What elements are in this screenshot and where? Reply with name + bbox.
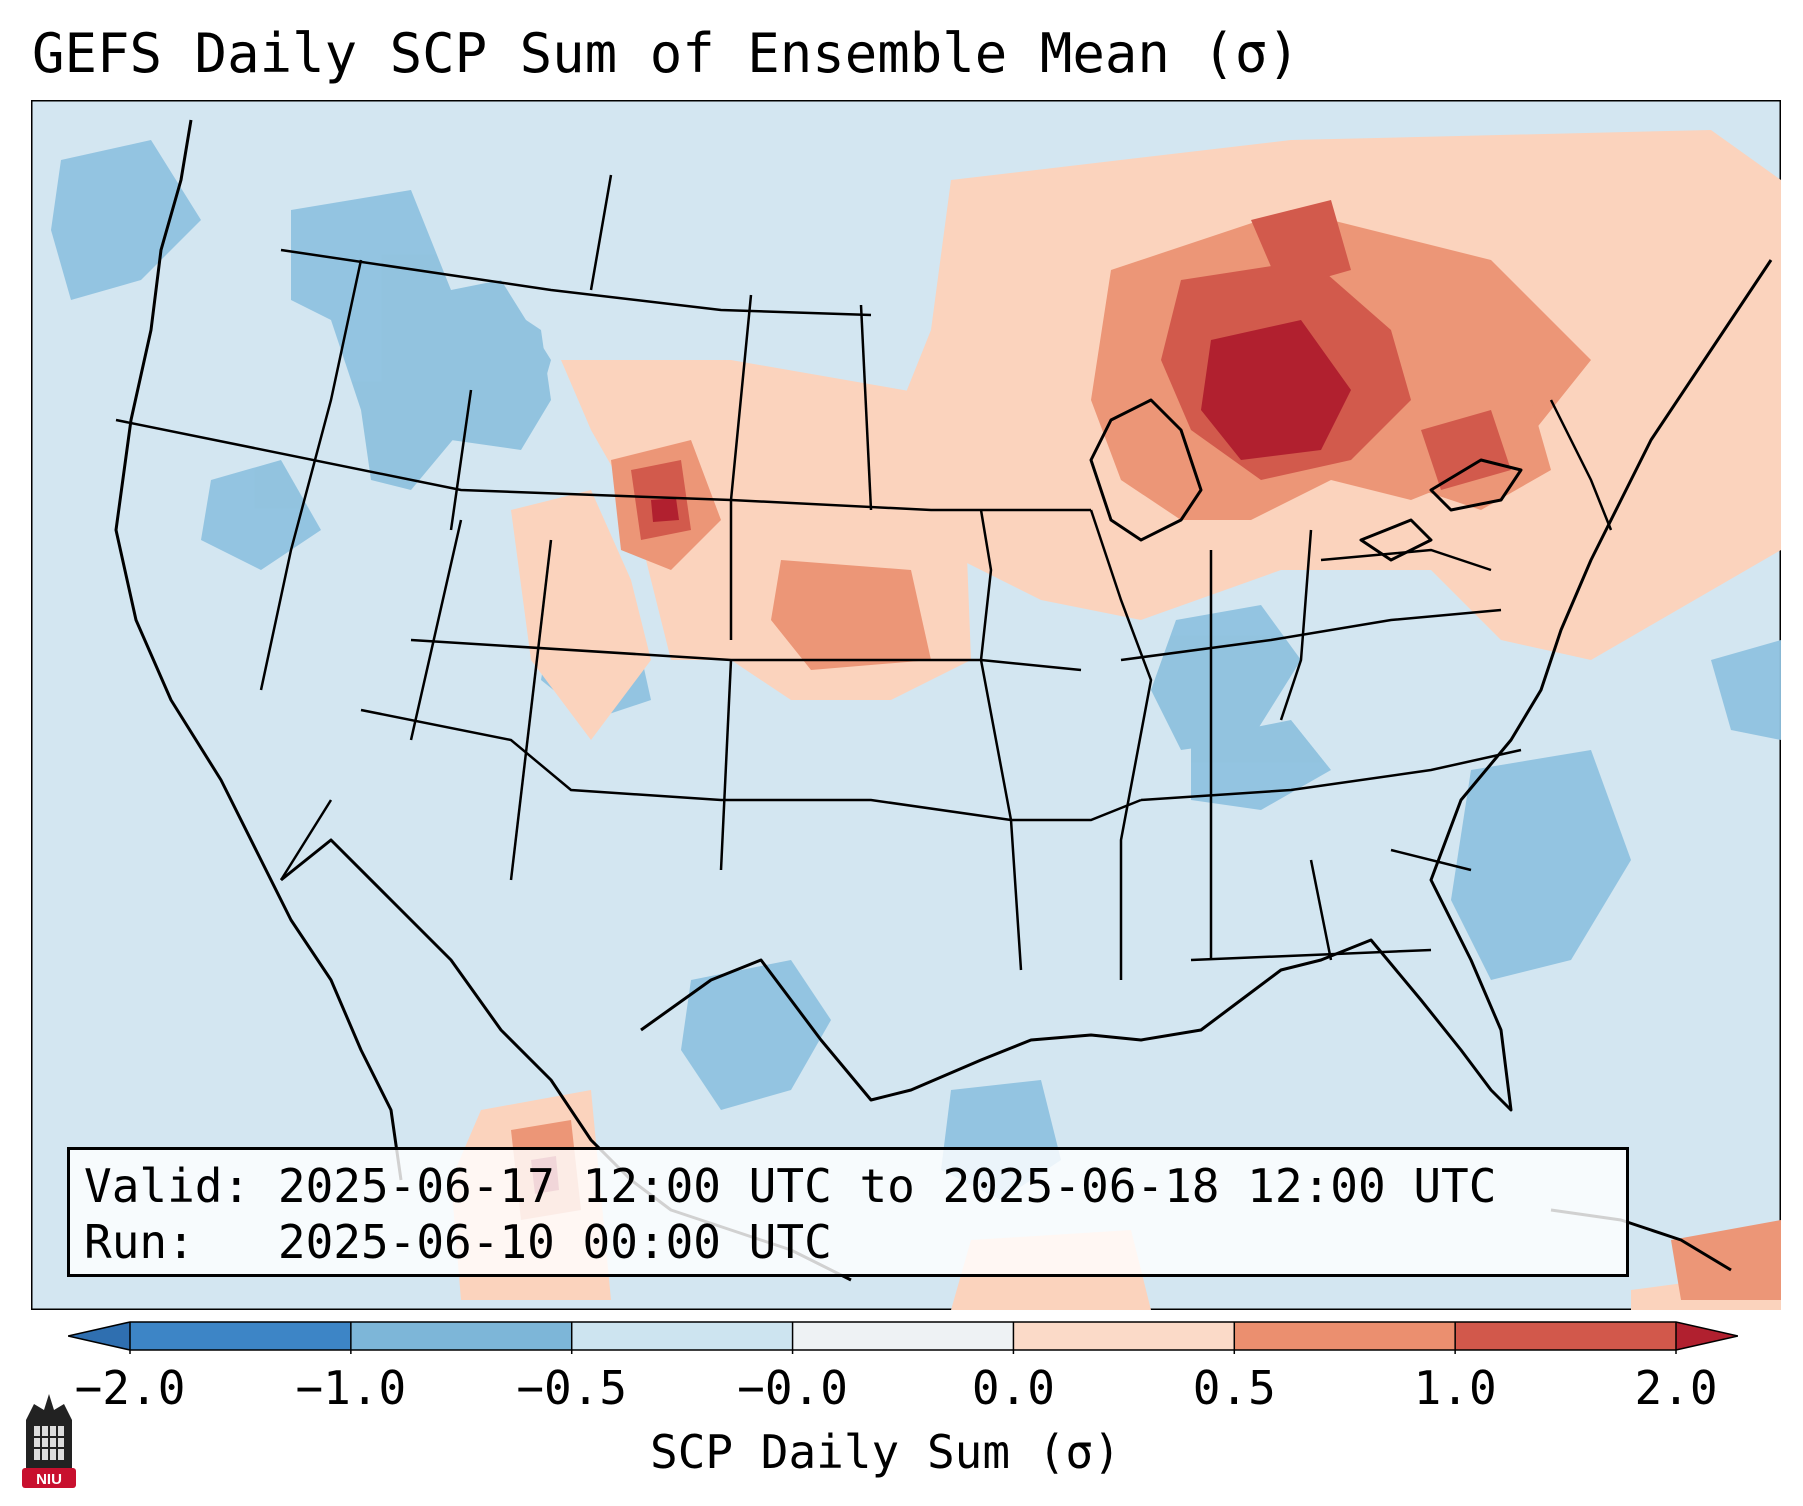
niu-logo: NIU xyxy=(22,1394,76,1488)
run-time: 2025-06-10 00:00 UTC xyxy=(277,1215,832,1269)
logo-text: NIU xyxy=(36,1471,62,1488)
colorbar-bin xyxy=(350,1322,573,1350)
state-borders xyxy=(115,174,1613,980)
chart-title: GEFS Daily SCP Sum of Ensemble Mean (σ) xyxy=(32,22,1300,85)
colorbar-tick-label: −0.5 xyxy=(516,1361,628,1415)
colorbar-tick-label: 0.0 xyxy=(971,1361,1055,1415)
colorbar-bin xyxy=(130,1322,352,1350)
colorbar xyxy=(68,1321,1738,1354)
colorbar-bin xyxy=(1455,1322,1677,1350)
colorbar-tick-label: 2.0 xyxy=(1634,1361,1718,1415)
colorbar-bin xyxy=(792,1322,1014,1350)
colorbar-extend-high xyxy=(1676,1322,1738,1350)
valid-time: 2025-06-17 12:00 UTC to 2025-06-18 12:00… xyxy=(277,1159,1497,1213)
colorbar-tick-label: −0.0 xyxy=(737,1361,848,1415)
valid-time-box: Valid: 2025-06-17 12:00 UTC to 2025-06-1… xyxy=(67,1147,1629,1277)
run-label: Run: xyxy=(84,1215,195,1269)
colorbar-tick-label: −1.0 xyxy=(295,1361,407,1415)
valid-label: Valid: xyxy=(84,1159,251,1213)
colorbar-tick-label: 1.0 xyxy=(1413,1361,1497,1415)
colorbar-bin xyxy=(571,1322,794,1350)
colorbar-tick-label: −2.0 xyxy=(74,1361,186,1415)
colorbar-bin xyxy=(1013,1322,1235,1350)
colorbar-label: SCP Daily Sum (σ) xyxy=(650,1425,1121,1479)
colorbar-tick-label: 0.5 xyxy=(1192,1361,1276,1415)
colorbar-bin xyxy=(1234,1322,1456,1350)
scp-map xyxy=(31,100,1781,1310)
logo-badge xyxy=(22,1468,76,1488)
colorbar-extend-low xyxy=(68,1322,130,1350)
